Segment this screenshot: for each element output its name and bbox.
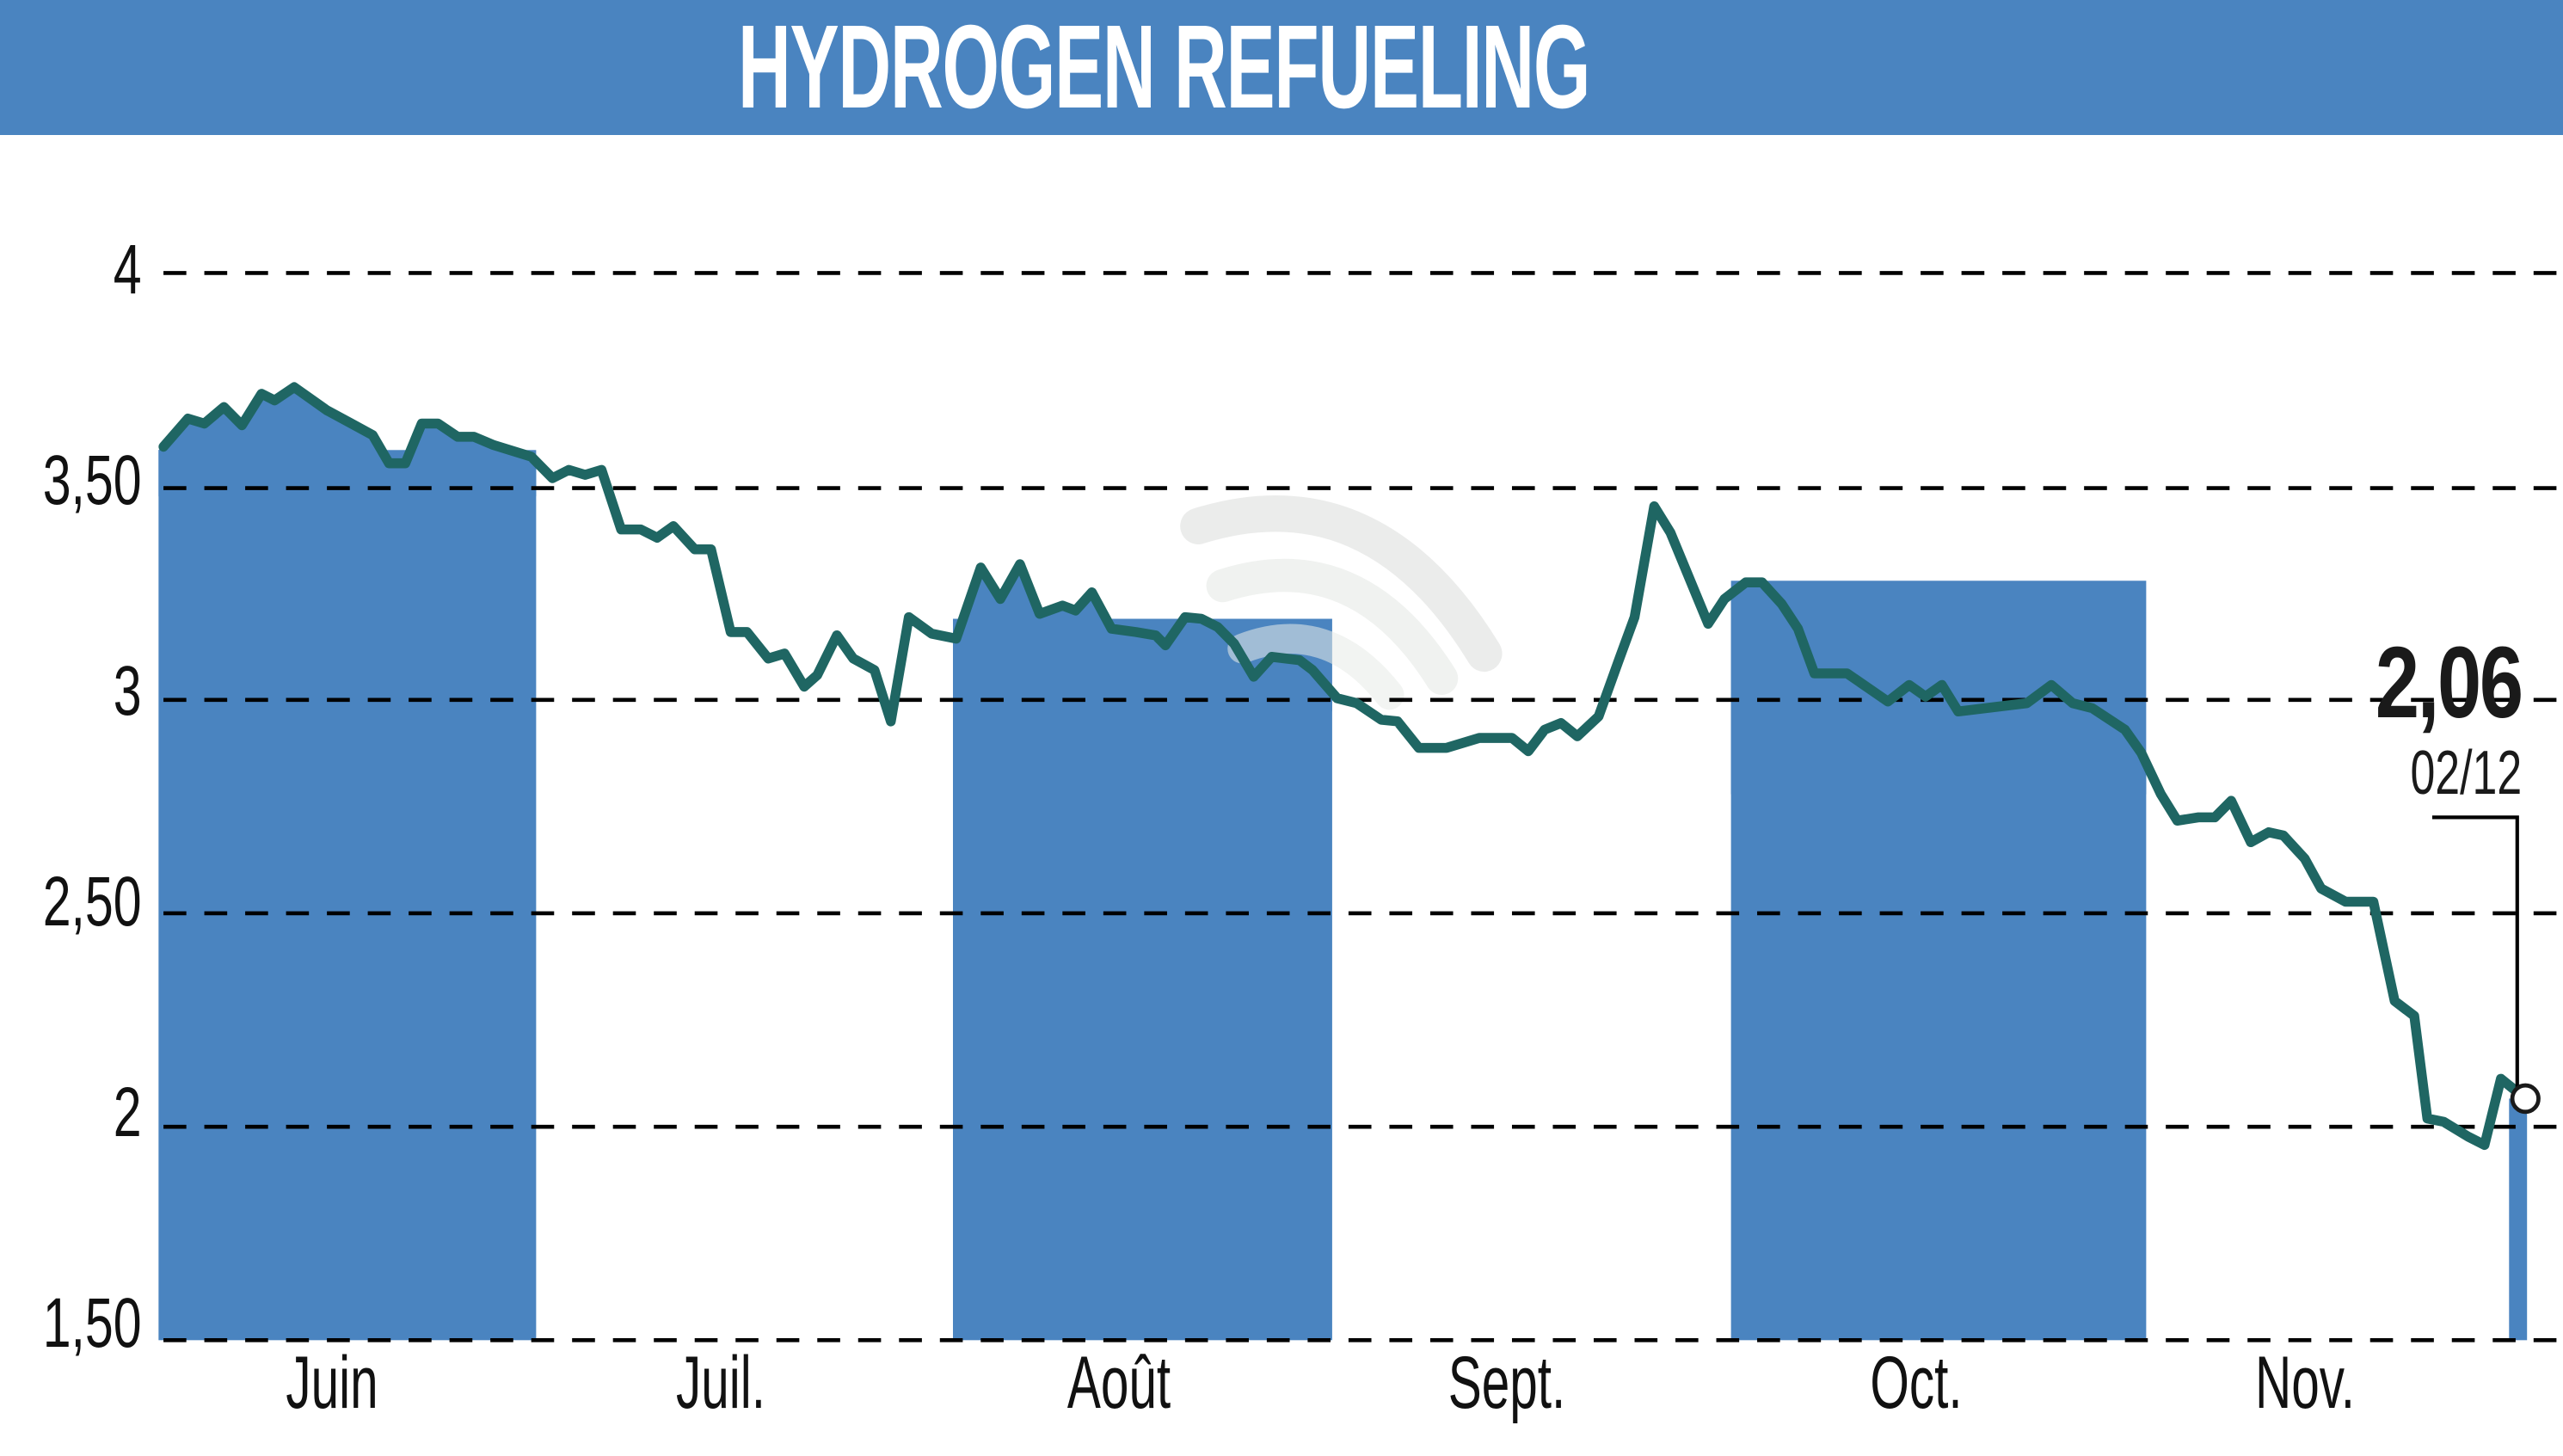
x-tick-aout: Août <box>1066 1342 1171 1424</box>
y-tick-4: 4 <box>114 230 142 309</box>
band-juin <box>158 450 537 1341</box>
x-tick-nov: Nov. <box>2255 1342 2355 1424</box>
y-tick-3-50: 3,50 <box>43 441 142 519</box>
title-bar <box>0 0 2563 135</box>
last-point-marker[interactable] <box>2510 1083 2541 1115</box>
x-tick-juil: Juil. <box>676 1342 765 1424</box>
annotation-leader <box>2431 815 2519 1087</box>
y-tick-2: 2 <box>114 1073 142 1152</box>
y-tick-1-50: 1,50 <box>43 1284 142 1362</box>
band-last <box>2509 1098 2528 1341</box>
y-tick-2-50: 2,50 <box>43 863 142 941</box>
x-tick-sept: Sept. <box>1447 1342 1566 1424</box>
chart-title: HYDROGEN REFUELING <box>738 1 1590 133</box>
band-aout <box>952 618 1332 1341</box>
x-tick-juin: Juin <box>286 1342 378 1424</box>
gridlines <box>163 271 2563 1342</box>
price-line <box>158 382 2530 1151</box>
last-price-label: 2,06 <box>2376 626 2523 740</box>
x-tick-oct: Oct. <box>1870 1342 1963 1424</box>
last-date-label: 02/12 <box>2410 739 2522 808</box>
watermark-logo <box>1180 495 1503 710</box>
y-tick-3: 3 <box>114 652 142 730</box>
